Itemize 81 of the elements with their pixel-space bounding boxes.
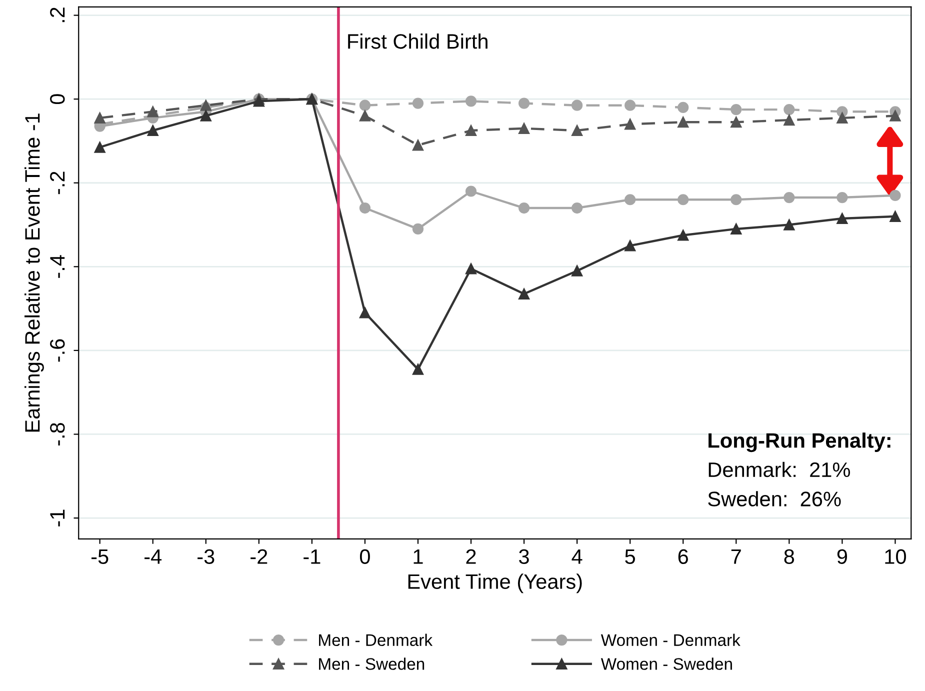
x-tick-label: 7 — [731, 549, 741, 564]
point — [836, 112, 848, 124]
annotation: Long-Run Penalty: — [708, 432, 890, 452]
point — [890, 110, 901, 122]
y-tick-label: -.2 — [50, 172, 65, 194]
point — [678, 194, 689, 206]
point — [890, 210, 901, 222]
point — [94, 112, 106, 124]
point — [624, 240, 636, 252]
x-tick-label: -4 — [144, 549, 162, 564]
point — [784, 219, 795, 230]
y-tick-label: -1 — [50, 510, 65, 526]
x-tick-label: 1 — [414, 549, 423, 564]
x-tick-label: -3 — [198, 549, 214, 564]
point — [572, 202, 583, 214]
point — [200, 110, 212, 122]
legend-label: Women - Denmark — [600, 634, 740, 646]
point — [359, 307, 371, 318]
point — [359, 100, 371, 111]
point — [518, 202, 530, 214]
x-tick-label: -5 — [92, 549, 108, 564]
point — [518, 98, 530, 109]
y-tick-label: 0 — [50, 94, 65, 104]
point — [890, 190, 901, 201]
point — [200, 100, 212, 111]
point — [518, 122, 530, 134]
point — [784, 192, 795, 204]
point — [147, 124, 158, 136]
legend-label: Women - Sweden — [600, 658, 732, 670]
point — [624, 118, 636, 130]
x-tick-label: 8 — [784, 549, 794, 564]
y-tick-label: -.4 — [50, 255, 65, 278]
legend-label: Men - Sweden — [319, 658, 424, 670]
x-axis-title: Event Time (Years) — [408, 574, 582, 594]
x-tick-label: 4 — [572, 549, 582, 564]
point — [678, 230, 689, 241]
point — [359, 110, 371, 122]
point — [147, 106, 158, 118]
point — [730, 116, 742, 128]
x-tick-label: -2 — [250, 549, 268, 564]
x-tick-label: 6 — [678, 549, 688, 564]
point — [465, 124, 477, 136]
point — [412, 223, 424, 235]
legend-label: Men - Denmark — [319, 634, 433, 646]
x-tick-label: 9 — [837, 549, 847, 564]
point — [359, 202, 371, 214]
point — [784, 114, 795, 126]
y-tick-label: -.6 — [50, 339, 65, 362]
point — [678, 102, 689, 114]
y-tick-label: -.8 — [50, 422, 65, 446]
point — [730, 104, 742, 116]
point — [465, 263, 477, 274]
annotation: Sweden: 26% — [708, 491, 841, 506]
point — [94, 142, 106, 153]
x-tick-label: 0 — [360, 549, 370, 564]
point — [412, 140, 424, 151]
point — [412, 364, 424, 375]
point — [465, 186, 477, 197]
x-tick-label: 5 — [625, 549, 636, 564]
point — [836, 212, 848, 224]
point — [572, 265, 583, 276]
point — [836, 192, 848, 204]
point — [730, 194, 742, 206]
point — [572, 124, 583, 136]
annotation: Denmark: 21% — [708, 462, 850, 478]
point — [465, 96, 477, 107]
point — [624, 194, 636, 206]
y-axis-title: Earnings Relative to Event Time -1 — [24, 114, 44, 432]
x-tick-label: 2 — [466, 549, 476, 564]
x-tick-label: 10 — [885, 549, 906, 564]
point — [784, 104, 795, 116]
point — [572, 100, 583, 111]
point — [624, 100, 636, 111]
point — [730, 223, 742, 235]
x-tick-label: -1 — [304, 549, 320, 564]
point — [518, 288, 530, 300]
y-tick-label: .2 — [50, 8, 65, 22]
point — [678, 116, 689, 128]
point — [412, 98, 424, 109]
ref-line-label: First Child Birth — [348, 34, 488, 49]
x-tick-label: 3 — [519, 549, 529, 564]
